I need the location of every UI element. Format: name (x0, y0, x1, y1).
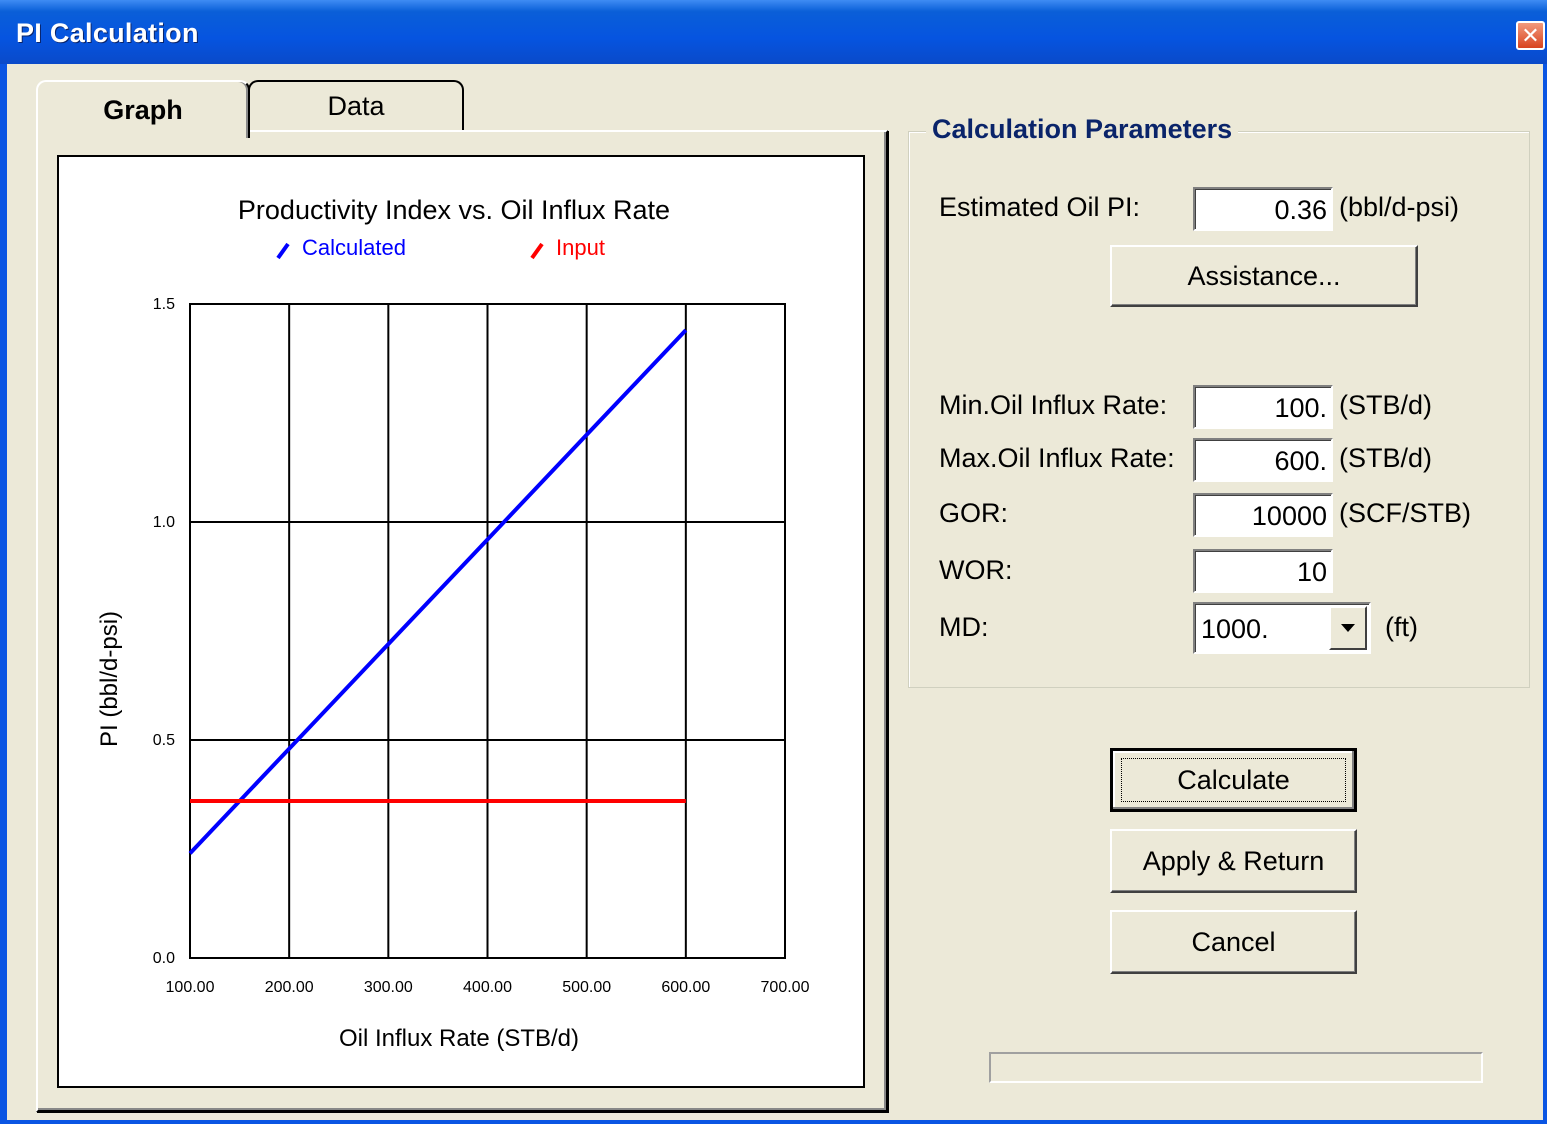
x-tick-label: 500.00 (562, 979, 611, 996)
window-title: PI Calculation (16, 18, 199, 48)
progress-bar (989, 1052, 1483, 1083)
x-tick-label: 100.00 (166, 979, 215, 996)
tab-graph-label: Graph (103, 94, 183, 125)
md-select[interactable]: 1000. (1193, 602, 1371, 654)
group-title: Calculation Parameters (926, 114, 1239, 145)
estimated-oil-pi-unit: (bbl/d-psi) (1339, 192, 1460, 222)
max-oil-influx-rate-unit: (STB/d) (1339, 443, 1433, 473)
y-tick-label: 1.5 (153, 296, 175, 313)
tab-data[interactable]: Data (248, 80, 464, 131)
wor-input[interactable]: 10 (1193, 549, 1333, 593)
x-axis-label: Oil Influx Rate (STB/d) (339, 1025, 579, 1052)
y-axis-ticks: 0.0 0.5 1.0 1.5 (153, 296, 175, 967)
graph-area: Productivity Index vs. Oil Influx Rate C… (57, 155, 865, 1088)
x-tick-label: 400.00 (463, 979, 512, 996)
chart-legend: Calculated Input (276, 235, 605, 260)
md-unit: (ft) (1385, 612, 1418, 642)
x-tick-label: 300.00 (364, 979, 413, 996)
tab-graph[interactable]: Graph (36, 80, 250, 138)
gor-input[interactable]: 10000 (1193, 493, 1333, 537)
max-oil-influx-rate-label: Max.Oil Influx Rate: (939, 443, 1175, 473)
x-tick-label: 200.00 (265, 979, 314, 996)
legend-input-swatch (530, 242, 544, 260)
focus-rectangle (1121, 758, 1346, 802)
cancel-button-label: Cancel (1191, 926, 1276, 957)
x-axis-ticks: 100.00 200.00 300.00 400.00 500.00 600.00 700.… (166, 979, 810, 996)
close-icon: ✕ (1521, 22, 1540, 48)
pi-chart: Productivity Index vs. Oil Influx Rate C… (96, 195, 810, 1052)
md-dropdown-button[interactable] (1329, 606, 1367, 650)
assistance-button[interactable]: Assistance... (1110, 245, 1418, 307)
legend-input-label: Input (556, 235, 605, 260)
y-tick-label: 1.0 (153, 514, 175, 531)
chart-grid (189, 303, 786, 959)
min-oil-influx-rate-unit: (STB/d) (1339, 390, 1433, 420)
x-tick-label: 700.00 (761, 979, 810, 996)
gor-unit: (SCF/STB) (1339, 498, 1471, 528)
title-bar[interactable]: PI Calculation ✕ (0, 0, 1547, 64)
wor-label: WOR: (939, 555, 1013, 585)
apply-return-button[interactable]: Apply & Return (1110, 829, 1357, 893)
chevron-down-icon (1341, 624, 1355, 632)
calculate-button[interactable]: Calculate (1110, 748, 1357, 812)
min-oil-influx-rate-input[interactable]: 100. (1193, 385, 1333, 429)
assistance-button-label: Assistance... (1187, 260, 1341, 291)
legend-calculated-label: Calculated (302, 235, 406, 260)
y-tick-label: 0.5 (153, 732, 175, 749)
chart-title: Productivity Index vs. Oil Influx Rate (238, 195, 670, 225)
estimated-oil-pi-label: Estimated Oil PI: (939, 192, 1141, 222)
max-oil-influx-rate-input[interactable]: 600. (1193, 438, 1333, 482)
gor-label: GOR: (939, 498, 1009, 528)
md-select-value: 1000. (1201, 614, 1269, 644)
y-tick-label: 0.0 (153, 950, 175, 967)
close-button[interactable]: ✕ (1516, 21, 1545, 50)
chart-series (188, 328, 688, 855)
y-axis-label: PI (bbl/d-psi) (96, 611, 123, 747)
calculate-button-label: Calculate (1177, 764, 1290, 795)
tab-data-label: Data (327, 91, 385, 121)
cancel-button[interactable]: Cancel (1110, 910, 1357, 974)
min-oil-influx-rate-label: Min.Oil Influx Rate: (939, 390, 1168, 420)
x-tick-label: 600.00 (661, 979, 710, 996)
series-line-calculated (188, 328, 688, 855)
estimated-oil-pi-input[interactable]: 0.36 (1193, 187, 1333, 231)
apply-return-button-label: Apply & Return (1142, 845, 1325, 876)
md-label: MD: (939, 612, 989, 642)
legend-calculated-swatch (276, 242, 290, 260)
